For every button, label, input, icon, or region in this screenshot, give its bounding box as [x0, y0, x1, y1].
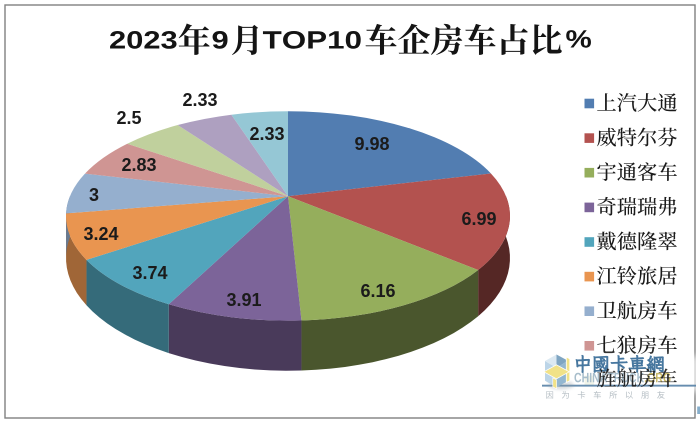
svg-text:2.33: 2.33 [249, 124, 284, 144]
svg-text:3.74: 3.74 [132, 263, 167, 283]
svg-text:9.98: 9.98 [354, 134, 389, 154]
svg-text:3.91: 3.91 [226, 290, 261, 310]
svg-text:2.5: 2.5 [116, 108, 141, 128]
svg-text:6.16: 6.16 [360, 281, 395, 301]
svg-text:2.83: 2.83 [121, 155, 156, 175]
svg-text:6.99: 6.99 [461, 209, 496, 229]
svg-text:2.33: 2.33 [182, 90, 217, 110]
svg-text:3.24: 3.24 [83, 224, 118, 244]
svg-text:3: 3 [89, 185, 99, 205]
